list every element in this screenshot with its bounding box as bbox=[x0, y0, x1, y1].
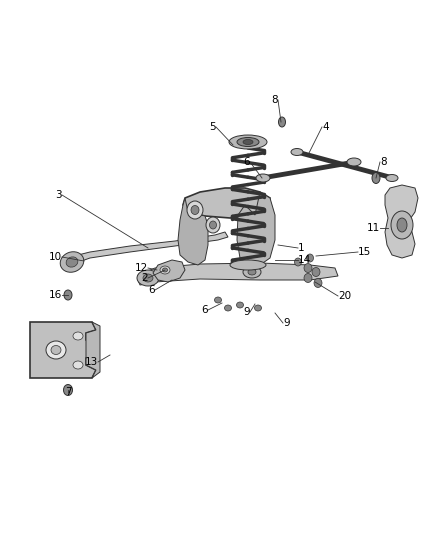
Polygon shape bbox=[138, 263, 338, 285]
Text: 6: 6 bbox=[201, 305, 208, 315]
Text: 3: 3 bbox=[55, 190, 62, 200]
Polygon shape bbox=[237, 192, 275, 265]
Ellipse shape bbox=[312, 268, 320, 277]
Polygon shape bbox=[153, 260, 185, 282]
Ellipse shape bbox=[397, 218, 407, 232]
Ellipse shape bbox=[304, 263, 312, 272]
Ellipse shape bbox=[256, 174, 270, 182]
Text: 13: 13 bbox=[85, 357, 98, 367]
Ellipse shape bbox=[66, 257, 78, 267]
Ellipse shape bbox=[187, 201, 203, 219]
Text: 6: 6 bbox=[244, 157, 250, 167]
Polygon shape bbox=[183, 188, 270, 218]
Ellipse shape bbox=[64, 290, 72, 300]
Text: 5: 5 bbox=[209, 122, 216, 132]
Text: 6: 6 bbox=[148, 285, 155, 295]
Ellipse shape bbox=[46, 341, 66, 359]
Ellipse shape bbox=[209, 221, 216, 229]
Ellipse shape bbox=[391, 211, 413, 239]
Ellipse shape bbox=[64, 384, 73, 395]
Text: 14: 14 bbox=[298, 255, 311, 265]
Ellipse shape bbox=[51, 345, 61, 354]
Polygon shape bbox=[385, 185, 418, 258]
Ellipse shape bbox=[307, 254, 314, 262]
Text: 16: 16 bbox=[49, 290, 62, 300]
Ellipse shape bbox=[254, 305, 261, 311]
Text: 9: 9 bbox=[244, 307, 250, 317]
Ellipse shape bbox=[143, 274, 153, 282]
Ellipse shape bbox=[237, 302, 244, 308]
Text: 8: 8 bbox=[272, 95, 278, 105]
Ellipse shape bbox=[162, 268, 167, 272]
Ellipse shape bbox=[237, 138, 259, 147]
Polygon shape bbox=[86, 322, 100, 378]
Text: 11: 11 bbox=[367, 223, 380, 233]
Text: 1: 1 bbox=[298, 243, 304, 253]
Ellipse shape bbox=[60, 252, 84, 272]
Ellipse shape bbox=[230, 260, 266, 270]
Ellipse shape bbox=[243, 266, 261, 278]
Ellipse shape bbox=[225, 305, 232, 311]
Ellipse shape bbox=[372, 173, 380, 183]
Text: 7: 7 bbox=[65, 387, 71, 397]
Text: 10: 10 bbox=[49, 252, 62, 262]
Ellipse shape bbox=[294, 258, 301, 266]
Polygon shape bbox=[30, 322, 96, 378]
Ellipse shape bbox=[347, 158, 361, 166]
Ellipse shape bbox=[160, 266, 170, 274]
Text: 2: 2 bbox=[141, 273, 148, 283]
Ellipse shape bbox=[279, 117, 286, 127]
Text: 15: 15 bbox=[358, 247, 371, 257]
Polygon shape bbox=[68, 232, 228, 270]
Ellipse shape bbox=[73, 361, 83, 369]
Text: 8: 8 bbox=[380, 157, 387, 167]
Text: 12: 12 bbox=[135, 263, 148, 273]
Text: 4: 4 bbox=[322, 122, 328, 132]
Ellipse shape bbox=[248, 269, 256, 275]
Ellipse shape bbox=[314, 279, 322, 287]
Text: 20: 20 bbox=[338, 291, 351, 301]
Ellipse shape bbox=[206, 217, 220, 233]
Ellipse shape bbox=[229, 135, 267, 149]
Ellipse shape bbox=[291, 149, 303, 156]
Ellipse shape bbox=[215, 297, 222, 303]
Ellipse shape bbox=[137, 270, 159, 286]
Text: 9: 9 bbox=[283, 318, 290, 328]
Ellipse shape bbox=[243, 140, 253, 144]
Ellipse shape bbox=[73, 332, 83, 340]
Polygon shape bbox=[178, 198, 208, 265]
Ellipse shape bbox=[386, 174, 398, 182]
Ellipse shape bbox=[304, 273, 312, 282]
Ellipse shape bbox=[191, 206, 199, 214]
